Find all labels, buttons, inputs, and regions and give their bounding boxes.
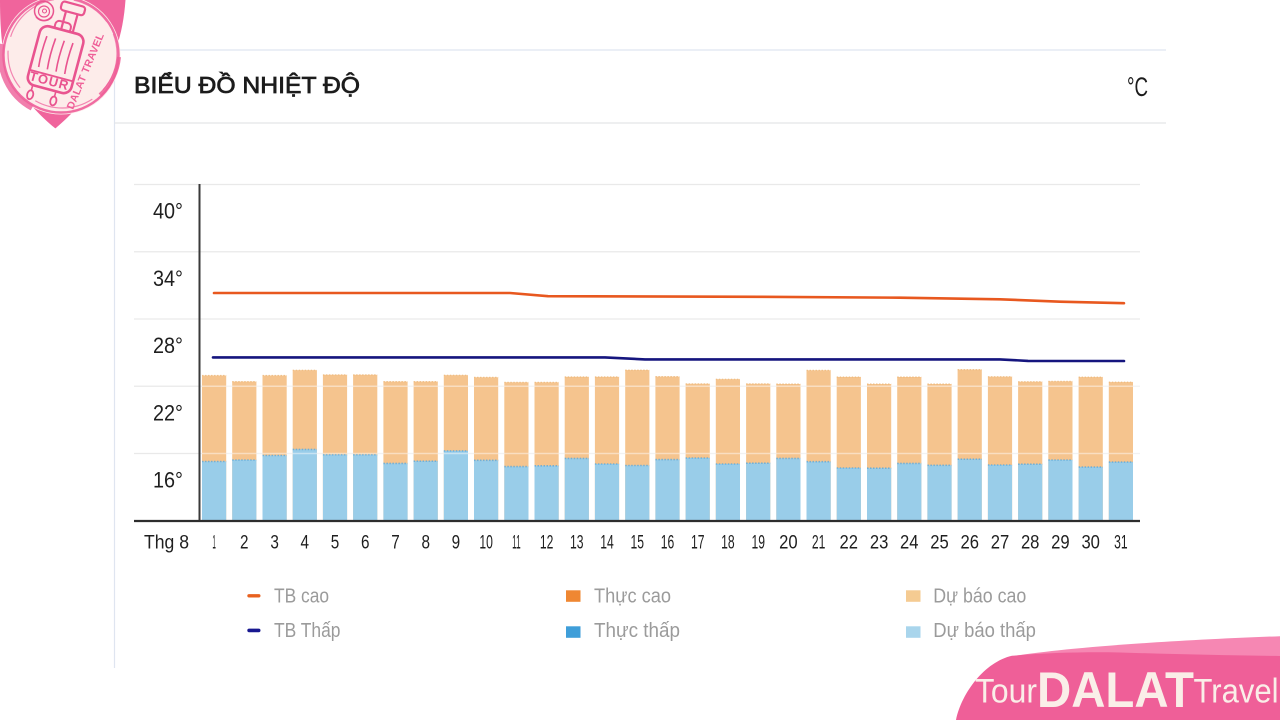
svg-text:12: 12 (540, 533, 554, 554)
svg-text:7: 7 (391, 533, 400, 554)
svg-text:DALAT: DALAT (1037, 662, 1194, 718)
svg-text:Thực thấp: Thực thấp (594, 620, 680, 642)
svg-text:20: 20 (779, 533, 798, 554)
svg-text:29: 29 (1051, 533, 1070, 554)
svg-text:1: 1 (212, 533, 216, 554)
svg-text:22°: 22° (153, 400, 183, 425)
svg-text:Tour: Tour (975, 673, 1037, 711)
svg-text:6: 6 (361, 533, 370, 554)
svg-text:13: 13 (570, 533, 584, 554)
svg-text:16: 16 (661, 533, 675, 554)
svg-text:19: 19 (751, 533, 765, 554)
svg-text:3: 3 (270, 533, 279, 554)
svg-text:Thực cao: Thực cao (594, 586, 671, 608)
svg-text:TB Thấp: TB Thấp (274, 620, 341, 642)
svg-text:31: 31 (1114, 533, 1128, 554)
svg-text:17: 17 (691, 533, 705, 554)
svg-text:21: 21 (812, 533, 826, 554)
svg-text:23: 23 (870, 533, 889, 554)
svg-text:27: 27 (991, 533, 1010, 554)
svg-text:16°: 16° (153, 468, 183, 493)
svg-text:5: 5 (331, 533, 340, 554)
svg-text:Thg 8: Thg 8 (144, 532, 189, 554)
svg-text:9: 9 (452, 533, 461, 554)
svg-text:Dự báo thấp: Dự báo thấp (933, 620, 1036, 642)
svg-text:22: 22 (840, 533, 859, 554)
svg-text:24: 24 (900, 533, 919, 554)
svg-text:18: 18 (721, 533, 735, 554)
svg-text:25: 25 (930, 533, 949, 554)
svg-text:Dự báo cao: Dự báo cao (933, 586, 1026, 608)
svg-text:BIỂU ĐỒ NHIỆT ĐỘ: BIỂU ĐỒ NHIỆT ĐỘ (134, 71, 360, 98)
svg-text:14: 14 (600, 533, 614, 554)
svg-text:10: 10 (479, 533, 493, 554)
svg-text:°C: °C (1127, 72, 1148, 102)
svg-text:11: 11 (512, 533, 521, 554)
svg-text:40°: 40° (153, 199, 183, 224)
svg-text:TB cao: TB cao (274, 586, 329, 608)
svg-text:2: 2 (240, 533, 249, 554)
svg-text:34°: 34° (153, 266, 183, 291)
svg-text:4: 4 (301, 533, 310, 554)
svg-text:15: 15 (631, 533, 645, 554)
svg-text:28: 28 (1021, 533, 1040, 554)
svg-text:8: 8 (421, 533, 430, 554)
svg-text:Travel: Travel (1194, 673, 1279, 711)
svg-text:26: 26 (961, 533, 980, 554)
svg-text:30: 30 (1081, 533, 1100, 554)
svg-text:28°: 28° (153, 333, 183, 358)
